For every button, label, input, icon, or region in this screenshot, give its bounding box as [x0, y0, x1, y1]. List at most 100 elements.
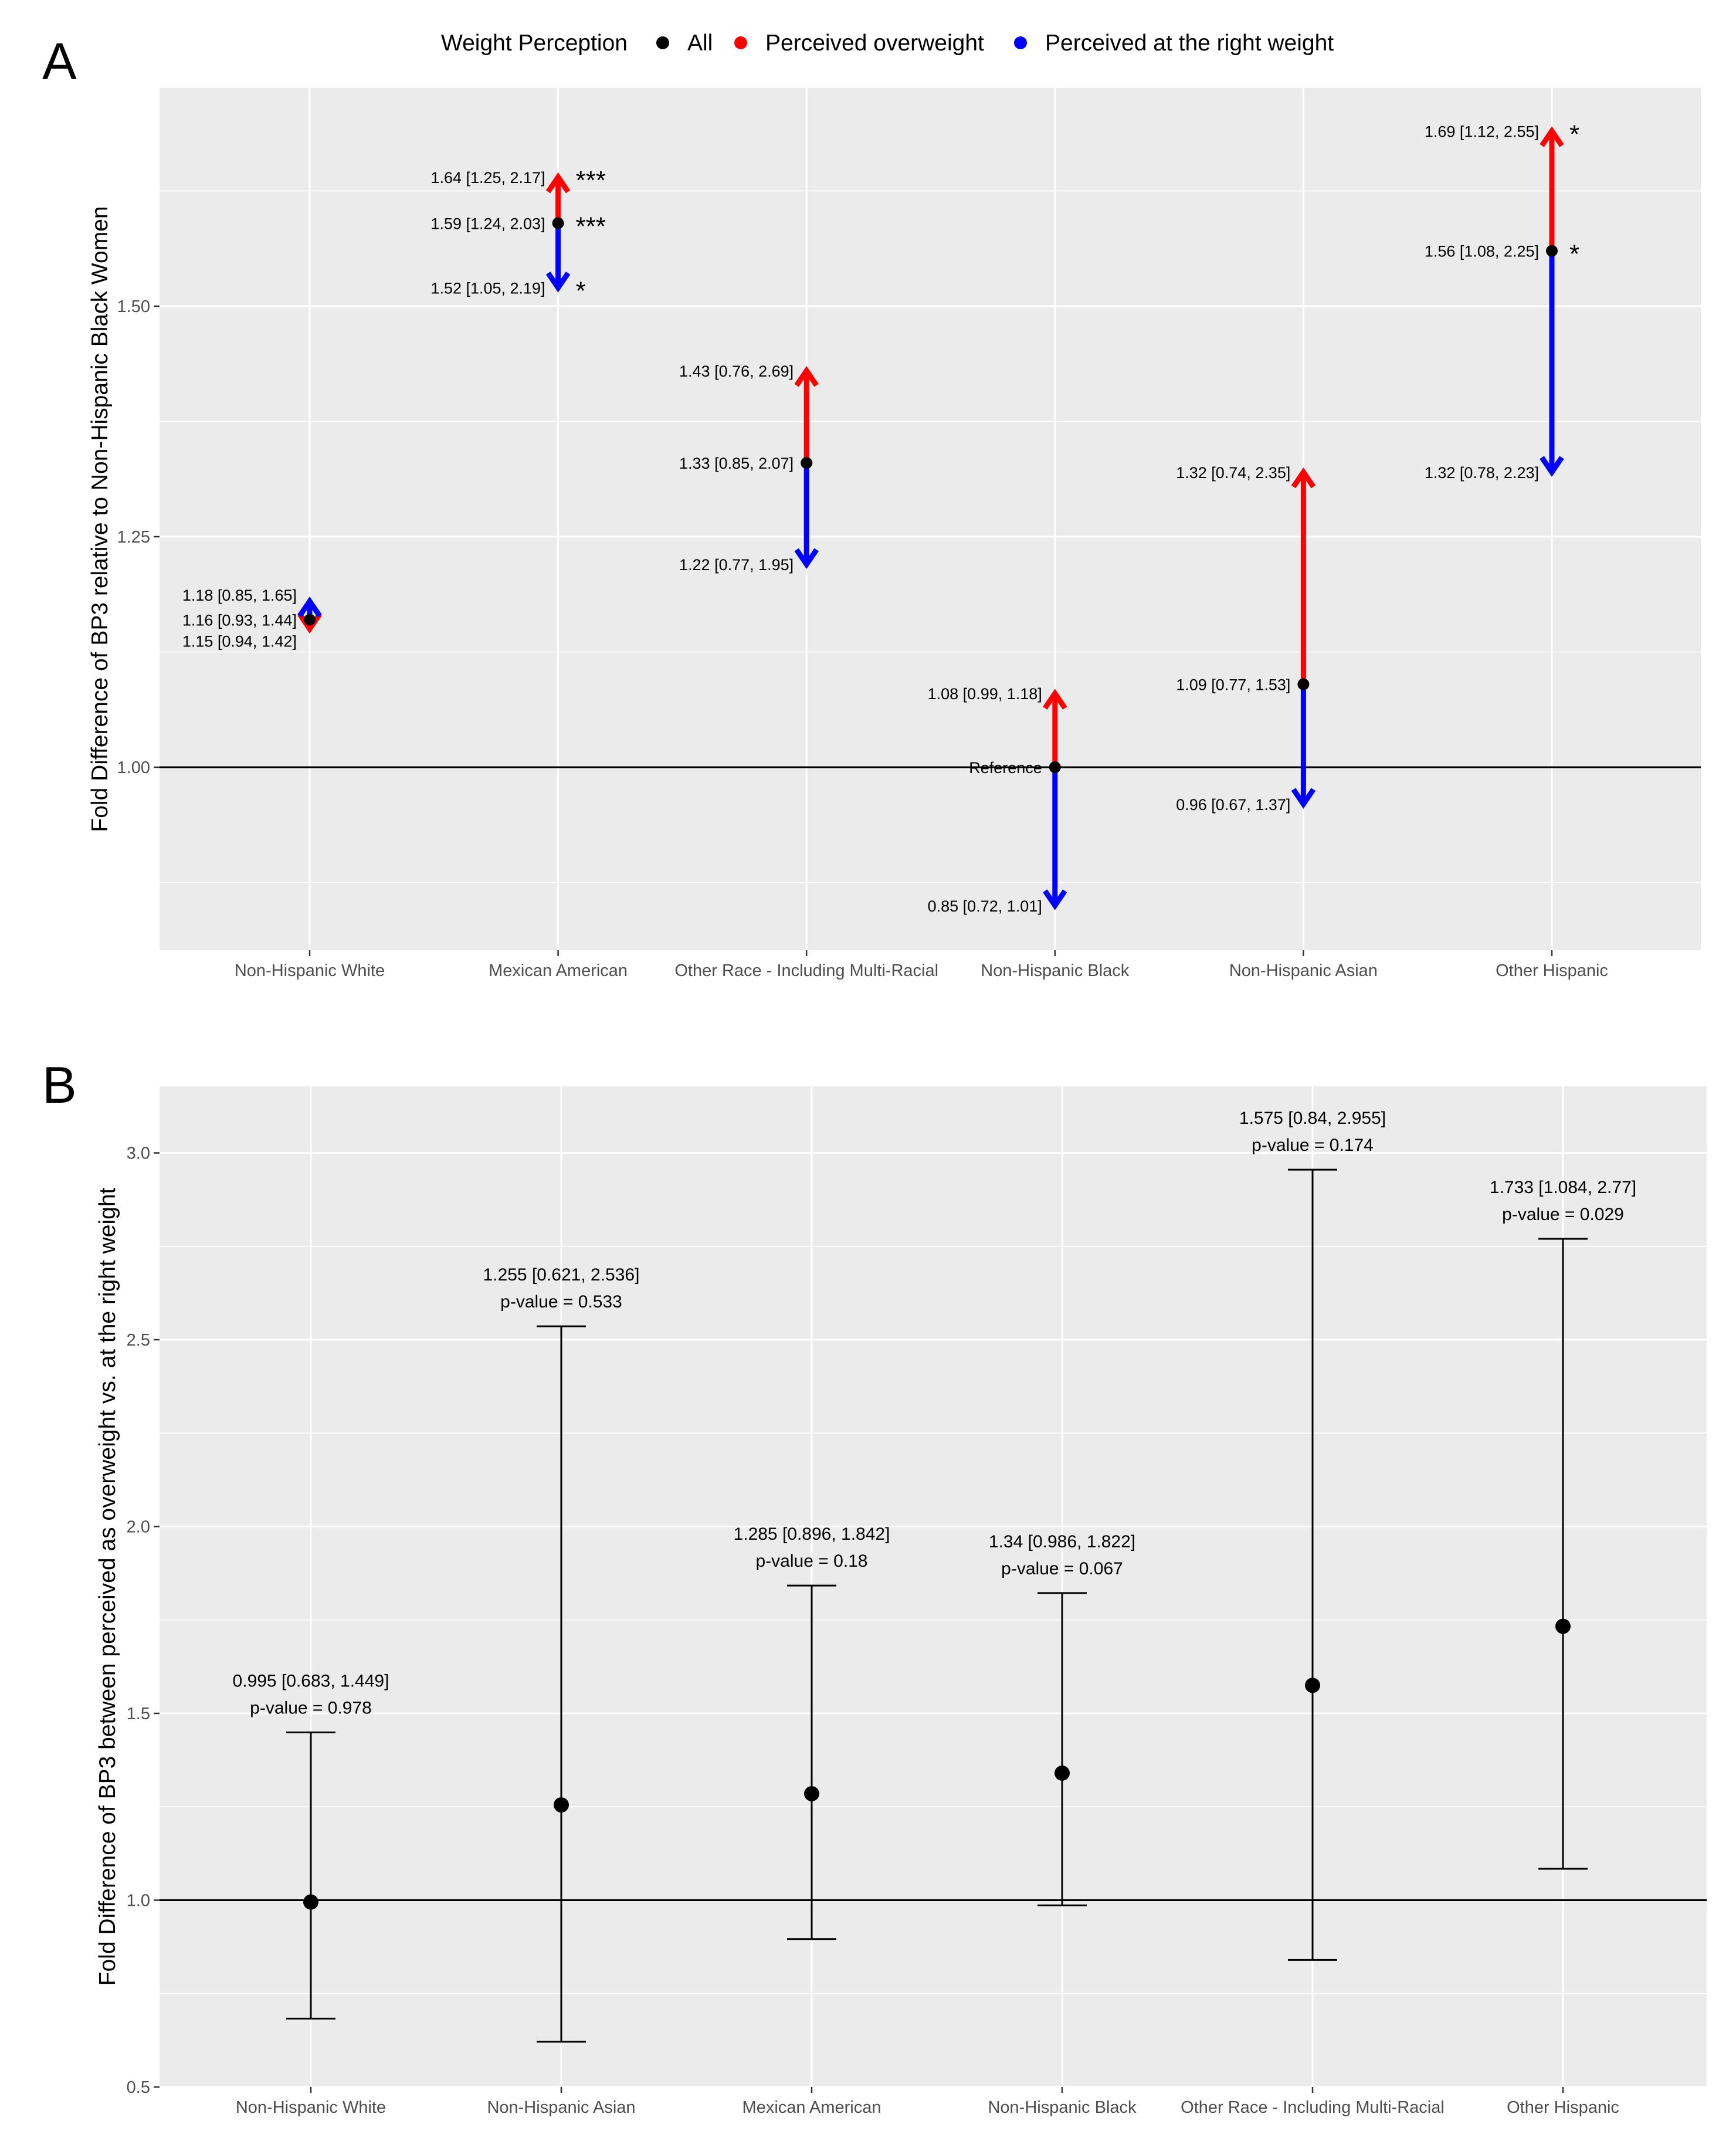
panel-letter-a: A [42, 32, 77, 90]
overweight-value-label: 1.43 [0.76, 2.69] [679, 362, 794, 380]
overweight-arrow [794, 366, 819, 463]
overweight-significance-label: * [1569, 120, 1579, 148]
estimate-ci-label: 1.733 [1.084, 2.77] [1490, 1178, 1636, 1197]
all-value-label: 1.16 [0.93, 1.44] [182, 611, 297, 629]
overweight-value-label: 1.64 [1.25, 2.17] [430, 169, 545, 187]
panel-a-axes: 1.00 1.25 1.50 Non-Hispanic White Mexican Am… [117, 297, 1608, 980]
all-significance-label: *** [576, 212, 606, 241]
overweight-significance-label: *** [576, 166, 606, 195]
right-weight-value-label: 1.18 [0.85, 1.65] [182, 587, 297, 604]
panel-b-x-tick-label: Non-Hispanic White [236, 2098, 386, 2117]
all-value-label: Reference [969, 759, 1042, 777]
panel-b-x-tick-label: Non-Hispanic Asian [487, 2098, 635, 2117]
overweight-arrow-head [1540, 126, 1564, 147]
panel-a-y-tick-label: 1.25 [117, 528, 150, 547]
panel-a-x-tick-label: Non-Hispanic Asian [1229, 961, 1378, 980]
pvalue-label: p-value = 0.029 [1502, 1205, 1624, 1224]
all-value-label: 1.33 [0.85, 2.07] [679, 455, 794, 472]
right-weight-arrow-head [545, 272, 571, 293]
right-weight-arrow-head [794, 548, 819, 570]
legend-title: Weight Perception [441, 31, 628, 56]
overweight-arrow-head [1291, 467, 1316, 489]
overweight-value-label: 1.08 [0.99, 1.18] [928, 685, 1042, 703]
estimate-point [1055, 1765, 1070, 1781]
panel-b-plot: 0.995 [0.683, 1.449] p-value = 0.978 1.255… [95, 1086, 1707, 2117]
pvalue-label: p-value = 0.978 [250, 1698, 372, 1717]
error-bar-group: 0.995 [0.683, 1.449] p-value = 0.978 [233, 1671, 389, 2020]
all-significance-label: * [1569, 240, 1579, 269]
panel-b-y-tick-label: 3.0 [127, 1144, 150, 1163]
legend-key-right-weight [1014, 36, 1027, 49]
right-weight-value-label: 0.96 [0.67, 1.37] [1176, 796, 1290, 814]
estimate-ci-label: 1.575 [0.84, 2.955] [1239, 1109, 1386, 1128]
right-weight-significance-label: * [576, 277, 586, 306]
overweight-value-label: 1.32 [0.74, 2.35] [1176, 464, 1290, 482]
overweight-value-label: 1.69 [1.12, 2.55] [1425, 123, 1539, 140]
panel-b-x-tick-label: Other Hispanic [1507, 2098, 1619, 2117]
panel-b-axes: 0.5 1.0 1.5 2.0 2.5 3.0 Non-Hispanic White Non-… [127, 1144, 1619, 2117]
right-weight-arrow-head [297, 597, 322, 618]
estimate-point [1305, 1678, 1320, 1693]
legend-label-overweight: Perceived overweight [765, 31, 984, 56]
right-weight-value-label: 1.22 [0.77, 1.95] [679, 556, 794, 574]
legend-key-overweight [734, 36, 747, 49]
right-weight-arrow [1540, 250, 1564, 477]
overweight-arrow-head [545, 172, 571, 194]
all-point [1049, 761, 1061, 773]
legend-label-all: All [687, 31, 713, 56]
overweight-arrow-head [297, 612, 322, 634]
estimate-ci-label: 0.995 [0.683, 1.449] [233, 1671, 389, 1690]
right-weight-value-label: 0.85 [0.72, 1.01] [928, 897, 1042, 915]
error-bar-group: 1.255 [0.621, 2.536] p-value = 0.533 [483, 1265, 639, 2043]
overweight-arrow [1540, 126, 1564, 251]
pvalue-label: p-value = 0.174 [1252, 1136, 1374, 1155]
panel-b-x-tick-label: Other Race - Including Multi-Racial [1181, 2098, 1445, 2117]
panel-b-y-tick-label: 1.5 [127, 1705, 150, 1723]
right-weight-arrow-head [1540, 456, 1564, 477]
legend-label-right-weight: Perceived at the right weight [1045, 31, 1334, 56]
right-weight-arrow [545, 223, 571, 293]
all-value-label: 1.09 [0.77, 1.53] [1176, 676, 1290, 694]
estimate-point [1555, 1618, 1571, 1634]
all-point [801, 457, 813, 469]
panel-a-y-tick-label: 1.00 [117, 758, 150, 777]
all-value-label: 1.59 [1.24, 2.03] [430, 215, 545, 233]
panel-b-y-tick-label: 1.0 [127, 1892, 150, 1910]
right-weight-arrow [794, 463, 819, 570]
estimate-ci-label: 1.34 [0.986, 1.822] [989, 1532, 1135, 1551]
estimate-point [303, 1894, 318, 1910]
all-point [304, 614, 316, 626]
error-bar-group: 1.733 [1.084, 2.77] p-value = 0.029 [1490, 1178, 1636, 1870]
panel-letter-b: B [42, 1056, 77, 1114]
panel-a-x-tick-label: Mexican American [489, 961, 628, 980]
overweight-arrow-head [1043, 689, 1067, 710]
panel-a-x-tick-label: Non-Hispanic Black [981, 961, 1130, 980]
panel-a-background [160, 88, 1701, 950]
right-weight-arrow [1291, 684, 1316, 809]
pvalue-label: p-value = 0.18 [756, 1551, 868, 1571]
panel-b-y-axis-label: Fold Difference of BP3 between perceived… [95, 1187, 120, 1986]
right-weight-arrow-head [1043, 889, 1067, 910]
overweight-arrow [1291, 467, 1316, 685]
right-weight-arrow [1043, 767, 1067, 910]
all-point [1297, 678, 1310, 690]
all-value-label: 1.56 [1.08, 2.25] [1425, 243, 1539, 260]
panel-b-y-tick-label: 2.0 [127, 1518, 150, 1537]
panel-a-x-tick-label: Other Hispanic [1496, 961, 1608, 980]
error-bar-group: 1.575 [0.84, 2.955] p-value = 0.174 [1239, 1109, 1386, 1961]
panel-b-x-tick-label: Non-Hispanic Black [988, 2098, 1137, 2117]
panel-b-y-tick-label: 0.5 [127, 2078, 150, 2097]
panel-b-x-tick-label: Mexican American [742, 2098, 881, 2117]
panel-a-y-axis-label: Fold Difference of BP3 relative to Non-H… [87, 206, 113, 832]
pvalue-label: p-value = 0.533 [500, 1292, 622, 1312]
all-point [1546, 245, 1558, 257]
overweight-arrow [1043, 689, 1067, 767]
right-weight-value-label: 1.32 [0.78, 2.23] [1425, 464, 1539, 482]
all-point [552, 217, 564, 229]
legend: Weight Perception All Perceived overweig… [441, 31, 1334, 56]
error-bar-group: 1.285 [0.896, 1.842] p-value = 0.18 [734, 1524, 890, 1940]
right-weight-arrow-head [1291, 788, 1316, 809]
panel-a-plot: 1.16 [0.93, 1.44] 1.15 [0.94, 1.42] 1.18 [… [87, 88, 1701, 980]
panel-a-y-tick-label: 1.50 [117, 297, 150, 316]
